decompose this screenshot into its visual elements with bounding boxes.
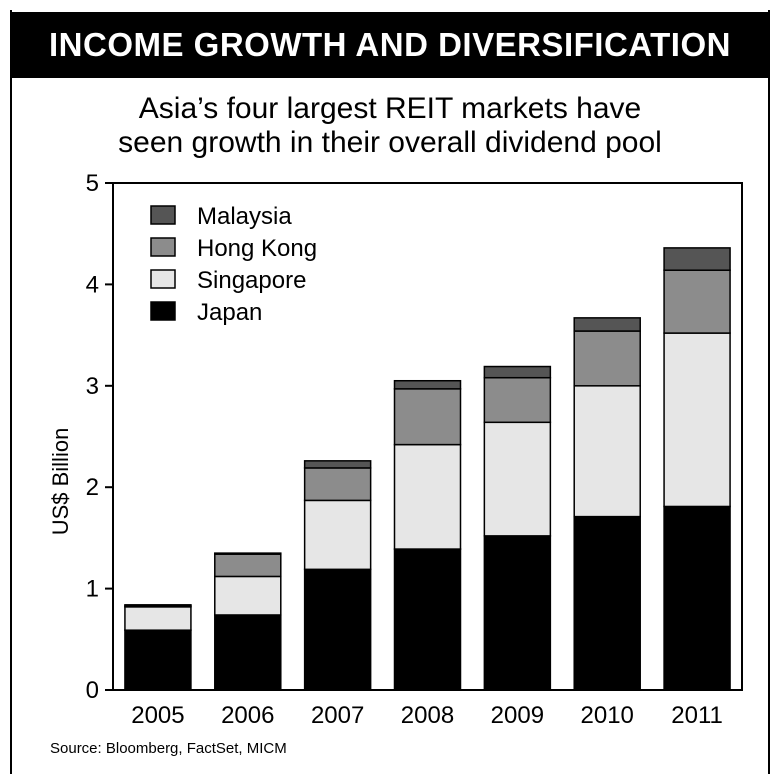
bar-segment-hong-kong-2011: [663, 269, 731, 334]
y-tick-label: 2: [86, 474, 99, 501]
legend-label-hong-kong: Hong Kong: [197, 235, 317, 262]
bar-segment-hong-kong-2009: [483, 376, 552, 424]
bar-segment-japan-2011: [663, 505, 731, 691]
legend-label-malaysia: Malaysia: [197, 203, 292, 230]
y-axis-ticks: 0 1 2 3 4 5: [86, 170, 113, 704]
legend-swatch-singapore: [150, 269, 176, 289]
x-tick-label-2005: 2005: [131, 702, 184, 729]
bar-segment-malaysia-2008: [393, 379, 462, 390]
plot-area-border: [112, 182, 743, 691]
chart-subtitle-line-1: Asia’s four largest REIT markets have: [138, 92, 642, 125]
bar-segment-singapore-2010: [573, 385, 641, 518]
bar-segment-japan-2009: [483, 535, 552, 691]
x-tick-label-2006: 2006: [221, 702, 274, 729]
bar-segment-hong-kong-2008: [393, 388, 462, 446]
bar-segment-malaysia-2006: [214, 552, 282, 555]
y-tick-label: 1: [86, 576, 99, 603]
bar-segment-malaysia-2011: [663, 247, 731, 271]
x-tick-label-2007: 2007: [311, 702, 364, 729]
bar-segment-singapore-2006: [214, 575, 282, 616]
frame-right-border: [768, 10, 770, 774]
x-tick-label-2008: 2008: [401, 702, 454, 729]
bar-segment-singapore-2005: [124, 606, 192, 631]
bar-segment-hong-kong-2007: [303, 467, 372, 502]
x-tick-label-2009: 2009: [491, 702, 544, 729]
y-tick-label: 4: [86, 271, 99, 298]
bar-segment-malaysia-2005: [124, 604, 192, 607]
bar-segment-japan-2008: [393, 548, 462, 691]
legend-swatch-hong-kong: [150, 237, 176, 257]
legend-swatch-japan: [150, 301, 176, 321]
bar-segment-malaysia-2007: [303, 460, 372, 469]
bar-segment-japan-2006: [214, 614, 282, 691]
bar-segment-hong-kong-2010: [573, 330, 641, 387]
y-axis-title: US$ Billion: [48, 428, 73, 536]
bar-segment-hong-kong-2006: [214, 553, 282, 578]
frame-left-border: [10, 10, 12, 774]
bar-segment-singapore-2009: [483, 421, 552, 537]
legend-label-singapore: Singapore: [197, 267, 306, 294]
chart-legend: Malaysia Hong Kong Singapore Japan: [150, 203, 317, 326]
bar-segment-singapore-2007: [303, 499, 372, 571]
bar-segment-singapore-2011: [663, 332, 731, 508]
source-note: Source: Bloomberg, FactSet, MICM: [50, 740, 287, 757]
bar-segment-malaysia-2009: [483, 365, 552, 379]
y-tick-label: 0: [86, 677, 99, 704]
bar-segment-malaysia-2010: [573, 317, 641, 332]
legend-swatch-malaysia: [150, 205, 176, 225]
y-tick-label: 3: [86, 373, 99, 400]
bar-segment-singapore-2008: [393, 443, 462, 550]
x-axis-labels: 2005 2006 2007 2008 2009 2010 2011: [131, 702, 723, 729]
chart-banner-title: INCOME GROWTH AND DIVERSIFICATION: [10, 12, 770, 78]
bar-segment-japan-2005: [124, 629, 192, 691]
y-tick-label: 5: [86, 170, 99, 197]
chart-subtitle-line-2: seen growth in their overall dividend po…: [118, 126, 662, 159]
bar-segment-japan-2007: [303, 568, 372, 691]
legend-label-japan: Japan: [197, 299, 262, 326]
x-tick-label-2010: 2010: [581, 702, 634, 729]
x-tick-label-2011: 2011: [671, 702, 723, 729]
bar-segment-japan-2010: [573, 515, 641, 691]
